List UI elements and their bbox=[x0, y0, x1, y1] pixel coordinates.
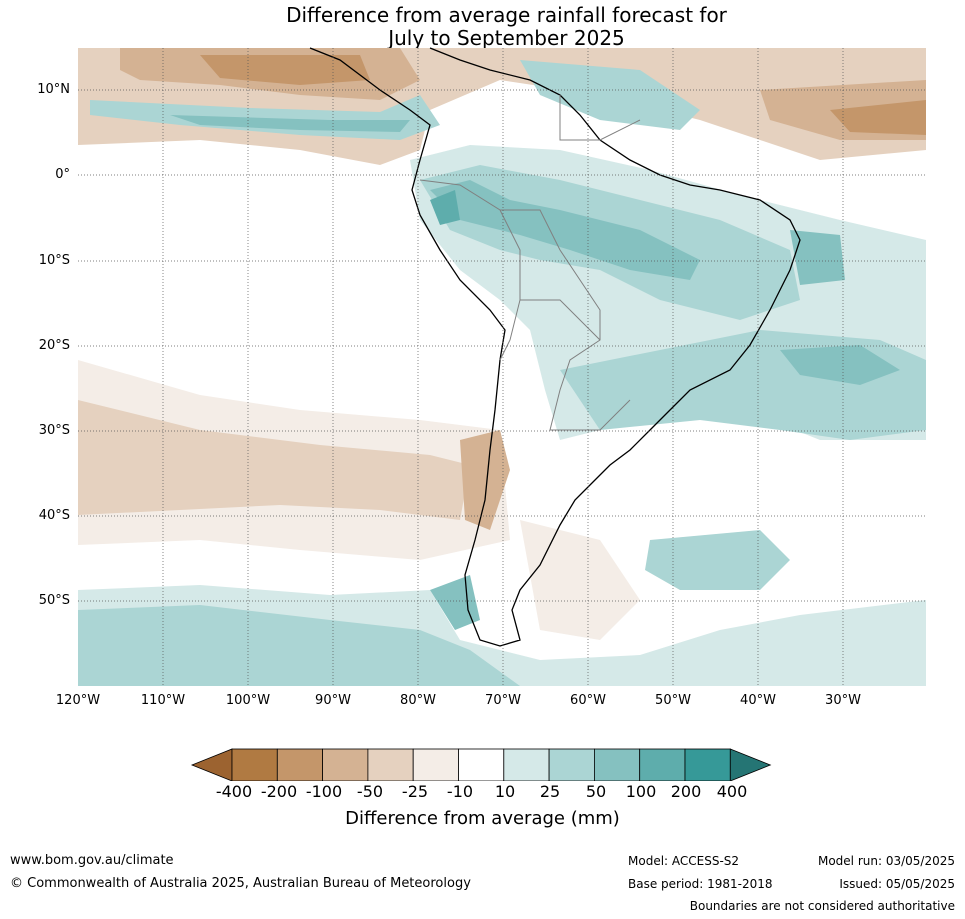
colorbar-swatch bbox=[367, 748, 414, 781]
colorbar-tick-label: 200 bbox=[670, 782, 702, 801]
lon-label-110w: 110°W bbox=[140, 693, 186, 708]
lon-label-90w: 90°W bbox=[315, 693, 351, 708]
colorbar-swatch bbox=[231, 748, 278, 781]
colorbar-swatch bbox=[548, 748, 595, 781]
colorbar-tick-label: 400 bbox=[716, 782, 748, 801]
colorbar-tick-label: -100 bbox=[305, 782, 343, 801]
wet-core-amazon-inner bbox=[430, 180, 700, 280]
dry-core-north-inner bbox=[200, 55, 370, 85]
lon-label-50w: 50°W bbox=[655, 693, 691, 708]
lon-label-80w: 80°W bbox=[400, 693, 436, 708]
dry-core-chile bbox=[460, 430, 510, 530]
copyright: © Commonwealth of Australia 2025, Austra… bbox=[10, 876, 471, 891]
colorbar bbox=[190, 748, 772, 781]
dry-core-south-pacific bbox=[78, 400, 470, 520]
colorbar-swatch bbox=[190, 748, 233, 781]
colorbar-swatch bbox=[639, 748, 686, 781]
wet-core-south-atlantic bbox=[780, 345, 900, 385]
dry-core-northeast-inner bbox=[830, 100, 926, 135]
wet-core-amazon-deep bbox=[430, 190, 460, 225]
lat-label-0: 0° bbox=[55, 167, 70, 182]
lon-label-30w: 30°W bbox=[825, 693, 861, 708]
lon-label-100w: 100°W bbox=[225, 693, 271, 708]
lat-label-40s: 40°S bbox=[38, 508, 70, 523]
wet-core-caribbean bbox=[520, 60, 700, 130]
lat-label-10n: 10°N bbox=[37, 82, 70, 97]
colorbar-tick-label: 100 bbox=[625, 782, 657, 801]
colorbar-swatch bbox=[276, 748, 324, 781]
country-boundaries bbox=[419, 95, 641, 431]
colorbar-swatches bbox=[190, 748, 772, 781]
rainfall-map bbox=[78, 47, 926, 686]
colorbar-swatch bbox=[458, 748, 505, 781]
wet-core-equatorial-pacific bbox=[170, 115, 410, 132]
lon-label-120w: 120°W bbox=[55, 693, 101, 708]
wet-core-drake bbox=[430, 575, 480, 630]
lat-label-30s: 30°S bbox=[38, 423, 70, 438]
base-period: Base period: 1981-2018 bbox=[628, 877, 773, 891]
colorbar-swatch bbox=[503, 748, 550, 781]
colorbar-swatch bbox=[593, 748, 641, 781]
colorbar-swatch bbox=[684, 748, 731, 781]
colorbar-tick-label: 10 bbox=[494, 782, 516, 801]
dry-area-patagonia-atlantic bbox=[520, 520, 640, 640]
model-name: Model: ACCESS-S2 bbox=[628, 854, 740, 868]
lon-label-60w: 60°W bbox=[570, 693, 606, 708]
colorbar-swatch bbox=[412, 748, 459, 781]
colorbar-tick-label: -25 bbox=[401, 782, 429, 801]
chart-title: Difference from average rainfall forecas… bbox=[0, 4, 965, 50]
lon-label-40w: 40°W bbox=[740, 693, 776, 708]
lat-label-20s: 20°S bbox=[38, 338, 70, 353]
model-run: Model run: 03/05/2025 bbox=[817, 854, 955, 868]
boundaries-disclaimer: Boundaries are not considered authoritat… bbox=[689, 899, 955, 913]
colorbar-swatch bbox=[322, 748, 369, 781]
colorbar-tick-label: -400 bbox=[215, 782, 253, 801]
title-line-1: Difference from average rainfall forecas… bbox=[286, 3, 727, 27]
wet-core-southern-ocean bbox=[78, 605, 520, 686]
lat-label-50s: 50°S bbox=[38, 593, 70, 608]
lon-label-70w: 70°W bbox=[485, 693, 521, 708]
colorbar-tick-label: -50 bbox=[356, 782, 384, 801]
gridlines bbox=[78, 48, 926, 686]
colorbar-tick-label: 25 bbox=[539, 782, 561, 801]
colorbar-tick-label: -200 bbox=[260, 782, 298, 801]
wet-area-southwest-atlantic bbox=[645, 530, 790, 590]
website-link[interactable]: www.bom.gov.au/climate bbox=[10, 853, 174, 868]
colorbar-label: Difference from average (mm) bbox=[345, 808, 620, 829]
issued-date: Issued: 05/05/2025 bbox=[839, 877, 955, 891]
lat-label-10s: 10°S bbox=[38, 253, 70, 268]
title-line-2: July to September 2025 bbox=[388, 26, 625, 50]
colorbar-swatch bbox=[729, 748, 772, 781]
colorbar-tick-label: 50 bbox=[585, 782, 607, 801]
anomaly-shading bbox=[78, 48, 926, 686]
south-america-coastline bbox=[309, 47, 801, 647]
wet-core-east-brazil bbox=[790, 230, 845, 285]
colorbar-tick-label: -10 bbox=[446, 782, 474, 801]
